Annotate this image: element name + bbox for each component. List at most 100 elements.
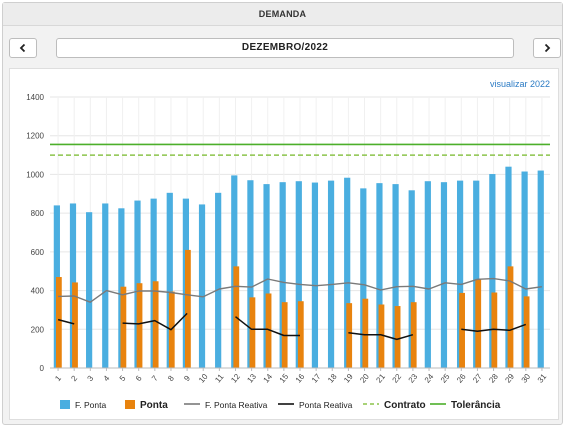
legend-item-toler-ncia-label: Tolerância xyxy=(451,400,501,411)
bar-ponta xyxy=(55,277,62,368)
x-tick-label: 2 xyxy=(69,373,79,383)
y-tick-label: 800 xyxy=(31,209,45,218)
bar-ponta xyxy=(120,286,127,368)
chart-bars xyxy=(53,166,544,368)
legend-item-ponta-swatch xyxy=(125,400,135,409)
x-tick-label: 26 xyxy=(455,372,468,385)
bar-ponta xyxy=(523,296,530,368)
y-tick-label: 0 xyxy=(40,364,45,373)
x-tick-label: 30 xyxy=(520,372,533,385)
x-tick-label: 13 xyxy=(245,372,258,385)
legend-item-f-ponta-label: F. Ponta xyxy=(75,400,106,410)
bar-f-ponta xyxy=(263,184,270,368)
bar-f-ponta xyxy=(424,181,431,368)
chart-legend: F. Ponta Ponta F. Ponta Reativa Ponta Reati… xyxy=(60,400,501,411)
line-f-ponta-reativa xyxy=(58,277,542,303)
bar-ponta xyxy=(346,303,353,368)
x-tick-label: 19 xyxy=(342,372,355,385)
x-tick-label: 5 xyxy=(118,373,128,383)
bar-ponta xyxy=(136,283,143,368)
legend-item-f-ponta-reativa-label: F. Ponta Reativa xyxy=(205,400,268,410)
bar-f-ponta xyxy=(537,170,544,368)
view-year-link[interactable]: visualizar 2022 xyxy=(489,79,550,89)
x-tick-label: 15 xyxy=(278,372,291,385)
month-selector[interactable]: DEZEMBRO/2022 xyxy=(56,38,514,58)
x-tick-label: 22 xyxy=(391,372,404,385)
line-ponta-reativa xyxy=(57,318,75,325)
bar-ponta xyxy=(265,293,272,368)
line-ponta-reativa xyxy=(235,316,300,337)
bar-ponta xyxy=(152,281,159,368)
bar-ponta xyxy=(410,302,417,368)
x-tick-label: 31 xyxy=(536,372,549,385)
chart-panel: visualizar 2022 0 200 400 600 800 1000 1200 140… xyxy=(9,68,559,420)
legend-item-ponta-reativa-label: Ponta Reativa xyxy=(299,400,353,410)
legend-item-f-ponta-swatch xyxy=(60,400,70,409)
x-tick-label: 4 xyxy=(102,373,112,383)
x-tick-label: 23 xyxy=(407,372,420,385)
chart-lines xyxy=(50,143,550,341)
x-tick-label: 28 xyxy=(487,372,500,385)
x-tick-label: 16 xyxy=(294,372,307,385)
bar-f-ponta xyxy=(344,177,351,368)
x-tick-label: 6 xyxy=(134,373,144,383)
legend-item-ponta-label: Ponta xyxy=(140,400,168,411)
bar-f-ponta xyxy=(327,180,335,368)
x-tick-label: 10 xyxy=(197,372,210,385)
bar-f-ponta xyxy=(489,174,496,368)
x-tick-label: 3 xyxy=(86,373,96,383)
x-tick-label: 12 xyxy=(229,372,242,385)
x-tick-label: 27 xyxy=(471,372,484,385)
line-ponta-reativa xyxy=(122,312,188,331)
bar-f-ponta xyxy=(360,188,367,368)
x-tick-label: 20 xyxy=(358,372,371,385)
bar-ponta xyxy=(297,301,304,368)
bar-ponta xyxy=(491,292,498,368)
x-tick-label: 29 xyxy=(503,372,516,385)
x-tick-label: 21 xyxy=(374,372,387,385)
bar-f-ponta xyxy=(473,180,480,368)
chevron-right-icon xyxy=(544,43,551,53)
chevron-left-icon xyxy=(19,43,26,53)
bar-ponta xyxy=(249,297,256,368)
bar-f-ponta xyxy=(456,180,464,368)
x-tick-label: 24 xyxy=(423,372,436,385)
legend-item-contrato-label: Contrato xyxy=(384,400,426,411)
x-tick-label: 25 xyxy=(439,372,452,385)
next-month-button[interactable] xyxy=(533,38,561,58)
x-tick-label: 7 xyxy=(150,373,160,383)
bar-f-ponta xyxy=(392,184,399,368)
bar-f-ponta xyxy=(198,204,206,368)
bar-f-ponta xyxy=(166,192,173,368)
x-tick-label: 18 xyxy=(326,372,339,385)
bar-ponta xyxy=(72,282,78,368)
y-tick-label: 1000 xyxy=(26,170,44,179)
y-tick-label: 1200 xyxy=(26,132,44,141)
prev-month-button[interactable] xyxy=(9,38,37,58)
bar-f-ponta xyxy=(311,182,319,368)
bar-f-ponta xyxy=(86,212,93,368)
bar-ponta xyxy=(507,266,514,368)
bar-ponta xyxy=(459,292,465,368)
bar-ponta xyxy=(184,249,191,368)
widget-title: DEMANDA xyxy=(3,3,562,26)
bar-f-ponta xyxy=(279,182,286,368)
bar-ponta xyxy=(378,304,385,368)
x-tick-label: 17 xyxy=(310,372,323,385)
y-tick-label: 400 xyxy=(31,287,45,296)
x-tick-label: 9 xyxy=(182,373,192,383)
bar-f-ponta xyxy=(440,182,448,368)
bar-ponta xyxy=(475,278,482,368)
x-tick-label: 11 xyxy=(213,372,226,385)
bar-ponta xyxy=(394,306,401,368)
bar-f-ponta xyxy=(376,183,383,368)
bar-f-ponta xyxy=(247,180,254,368)
bar-ponta xyxy=(362,298,369,368)
line-ponta-reativa xyxy=(461,323,527,332)
bar-f-ponta xyxy=(102,203,109,368)
x-tick-label: 8 xyxy=(166,373,176,383)
bar-f-ponta xyxy=(215,192,222,368)
bar-f-ponta xyxy=(408,190,415,368)
x-tick-label: 1 xyxy=(53,373,63,383)
